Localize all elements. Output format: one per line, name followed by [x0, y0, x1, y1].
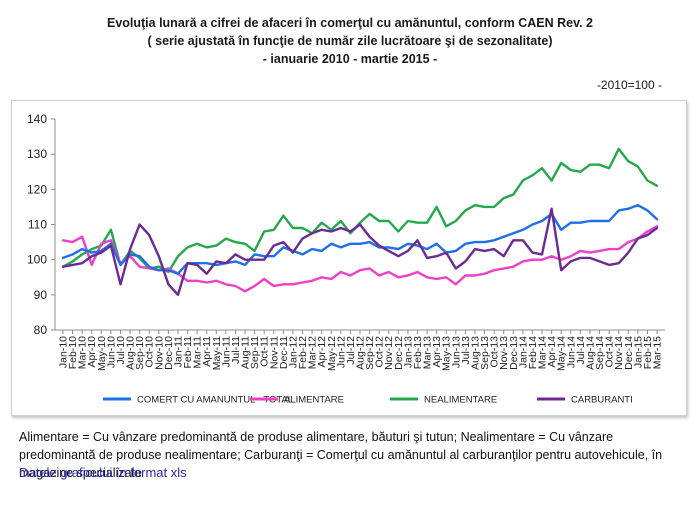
x-tick-label: Sep-12: [364, 336, 376, 370]
x-tick-label: May-11: [211, 336, 223, 370]
x-tick-label: Mar-15: [652, 336, 664, 369]
x-tick-label: Feb-13: [412, 336, 424, 369]
x-tick-label: Jun-12: [335, 336, 347, 368]
x-tick-label: Jan-10: [58, 336, 70, 368]
y-tick-label: 120: [27, 182, 47, 196]
x-tick-label: Jul-12: [345, 336, 357, 365]
x-tick-label: Mar-13: [422, 336, 434, 369]
x-tick-label: Dec-13: [508, 336, 520, 370]
x-tick-label: May-13: [441, 336, 453, 371]
x-tick-label: Jan-12: [287, 336, 299, 368]
x-tick-label: Feb-10: [67, 336, 79, 369]
x-tick-label: May-10: [96, 336, 108, 371]
x-tick-label: Jan-15: [632, 336, 644, 368]
x-tick-label: Oct-12: [374, 336, 386, 368]
x-tick-label: May-12: [326, 336, 338, 371]
chart-series-lines: [61, 147, 659, 297]
x-tick-label: Oct-14: [604, 336, 616, 368]
title-line-1: Evoluţia lunară a cifrei de afaceri în c…: [106, 16, 593, 30]
series-line-nealimentare: [61, 147, 659, 274]
x-tick-label: Mar-10: [77, 336, 89, 369]
x-tick-label: Nov-11: [268, 336, 280, 369]
x-tick-label: Apr-10: [86, 336, 98, 368]
x-tick-label: Dec-12: [393, 336, 405, 370]
x-tick-label: Nov-12: [383, 336, 395, 370]
x-tick-label: Mar-11: [192, 336, 204, 369]
x-tick-label: Jul-13: [460, 336, 472, 365]
y-tick-label: 90: [34, 288, 48, 302]
x-tick-label: Sep-10: [134, 336, 146, 370]
x-tick-label: Apr-13: [431, 336, 443, 368]
x-tick-label: Jun-11: [220, 336, 232, 367]
x-tick-label: Dec-14: [623, 336, 635, 370]
legend-label: COMERT CU AMANUNTUL - TOTAL: [137, 395, 293, 406]
legend-label: NEALIMENTARE: [424, 395, 497, 406]
x-tick-label: Jul-11: [230, 336, 242, 364]
title-line-2: ( serie ajustată în funcţie de număr zil…: [147, 34, 553, 48]
y-tick-label: 110: [28, 218, 47, 232]
chart-axes: 8090100110120130140Jan-10Feb-10Mar-10Apr…: [27, 112, 665, 371]
x-tick-label: Feb-15: [642, 336, 654, 369]
x-tick-label: Mar-12: [307, 336, 319, 369]
x-tick-label: Oct-10: [144, 336, 156, 368]
x-tick-label: Nov-14: [613, 336, 625, 370]
xls-data-link[interactable]: Datele graficului în format xls: [19, 465, 187, 480]
x-tick-label: May-14: [556, 336, 568, 371]
x-tick-label: Sep-14: [594, 336, 606, 370]
x-tick-label: Feb-11: [182, 336, 194, 369]
x-tick-label: Mar-14: [537, 336, 549, 369]
x-tick-label: Jul-10: [115, 336, 127, 365]
x-tick-label: Apr-11: [201, 336, 213, 367]
x-tick-label: Jan-14: [517, 336, 529, 368]
series-line-comert-cu-amanuntul-total: [61, 203, 659, 275]
x-tick-label: Aug-13: [469, 336, 481, 370]
y-tick-label: 130: [27, 147, 47, 161]
x-tick-label: Dec-11: [278, 336, 290, 369]
x-tick-label: Jun-13: [450, 336, 462, 368]
y-tick-label: 100: [27, 253, 47, 267]
line-chart: 8090100110120130140Jan-10Feb-10Mar-10Apr…: [27, 112, 665, 406]
y-tick-label: 140: [27, 112, 47, 126]
x-tick-label: Feb-12: [297, 336, 309, 369]
x-tick-label: Apr-12: [316, 336, 328, 368]
chart-frame: 80 90 100 110 120 130 140 Jan-10 Feb-10 Mar-10 Apr…: [11, 100, 687, 416]
x-tick-label: Jul-14: [575, 336, 587, 365]
title-block: Evoluţia lunară a cifrei de afaceri în c…: [0, 14, 700, 68]
title-line-3: - ianuarie 2010 - martie 2015 -: [262, 52, 438, 66]
legend-label: ALIMENTARE: [284, 395, 344, 406]
x-tick-label: Aug-14: [584, 336, 596, 370]
x-tick-label: Dec-10: [163, 336, 175, 370]
x-tick-label: Nov-13: [498, 336, 510, 370]
series-line-carburanti: [61, 207, 659, 297]
legend-label: CARBURANTI: [571, 395, 633, 406]
x-tick-label: Jan-13: [402, 336, 414, 368]
x-tick-label: Aug-12: [355, 336, 367, 370]
x-tick-label: Sep-13: [479, 336, 491, 370]
x-tick-label: Jun-10: [105, 336, 117, 368]
series-line-alimentare: [61, 225, 659, 293]
x-tick-label: Aug-11: [240, 336, 252, 369]
x-tick-label: Apr-14: [546, 336, 558, 368]
x-tick-label: Feb-14: [527, 336, 539, 369]
y-tick-label: 80: [34, 323, 48, 337]
x-tick-label: Oct-11: [259, 336, 271, 367]
x-tick-label: Jan-11: [172, 336, 184, 367]
x-tick-label: Oct-13: [489, 336, 501, 368]
footnote: Alimentare = Cu vânzare predominantă de …: [19, 430, 663, 480]
x-tick-label: Sep-11: [249, 336, 261, 369]
base-index-note: -2010=100 -: [596, 78, 662, 92]
x-tick-label: Aug-10: [125, 336, 137, 370]
x-tick-label: Nov-10: [153, 336, 165, 370]
x-tick-label: Jun-14: [565, 336, 577, 368]
